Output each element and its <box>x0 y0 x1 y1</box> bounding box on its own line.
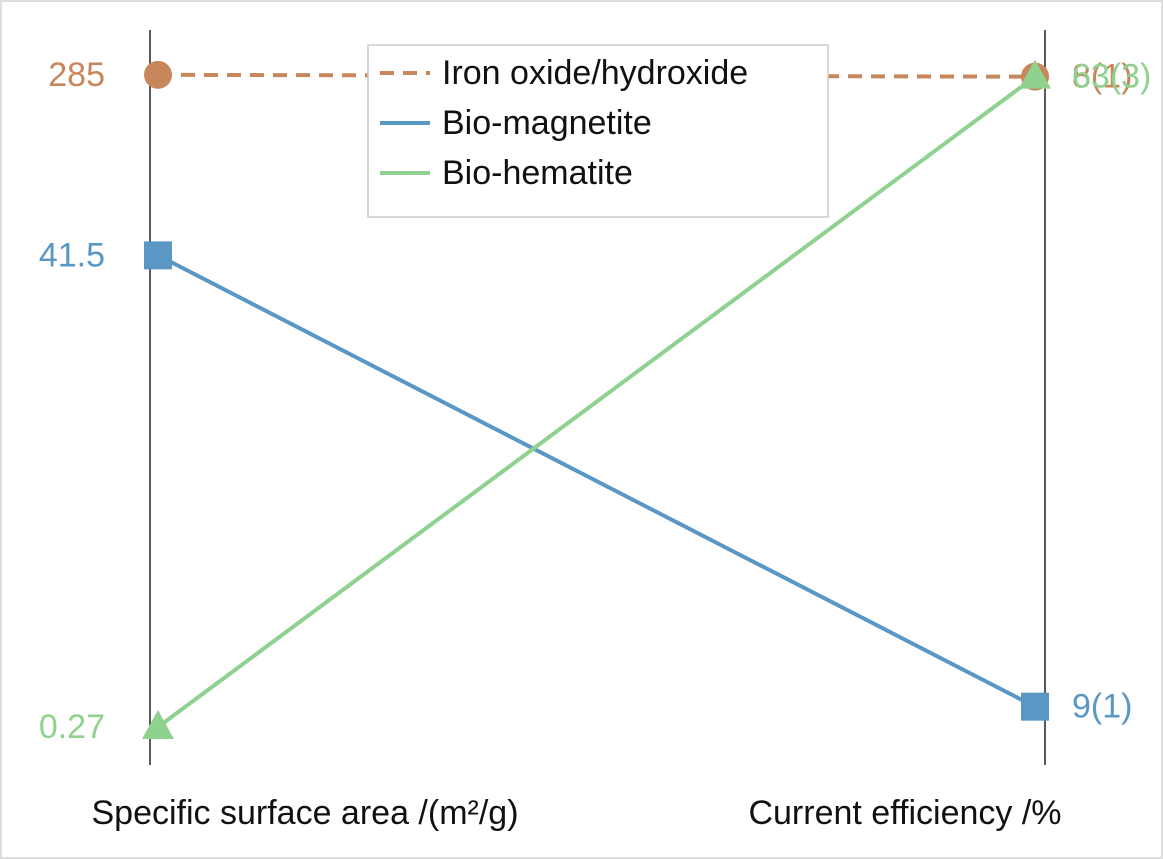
data-label: 0.27 <box>39 708 105 746</box>
marker <box>1019 59 1051 89</box>
data-label: 9(1) <box>1072 688 1132 726</box>
marker <box>142 710 174 740</box>
axis-label: Current efficiency /% <box>748 794 1061 832</box>
axis-label: Specific surface area /(m²/g) <box>91 794 518 832</box>
series-line <box>156 75 1037 729</box>
data-label: 41.5 <box>39 236 105 274</box>
series-line <box>157 253 1036 709</box>
data-label: 8(1) <box>1072 58 1132 96</box>
data-label: 285 <box>48 56 105 94</box>
legend-box <box>367 44 829 218</box>
data-label: 63(3) <box>1072 58 1151 96</box>
legend-label: Iron oxide/hydroxide <box>442 54 748 92</box>
legend-label: Bio-magnetite <box>442 104 652 142</box>
legend-label: Bio-hematite <box>442 154 633 192</box>
marker <box>144 241 172 270</box>
marker <box>1021 692 1049 721</box>
marker <box>144 60 172 89</box>
